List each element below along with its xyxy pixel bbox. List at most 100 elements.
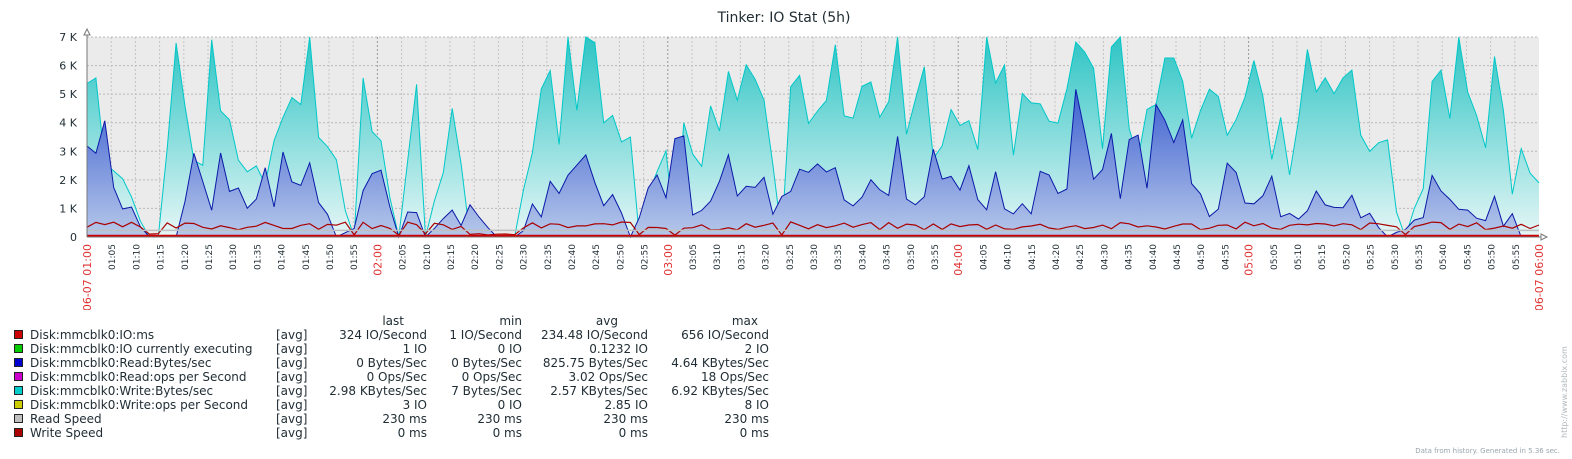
x-tick-label-edge: 06-07 06:00 (1533, 244, 1546, 310)
x-tick-label: 05:35 (1415, 244, 1425, 270)
legend-avg: 0.1232 IO (589, 342, 648, 356)
x-tick-label: 02:10 (423, 244, 433, 270)
x-tick-label: 02:20 (471, 244, 481, 270)
x-tick-label: 02:45 (592, 244, 602, 270)
x-tick-label: 05:55 (1512, 244, 1522, 270)
legend-max: 4.64 KBytes/Sec (671, 356, 769, 370)
x-tick-label: 04:30 (1100, 244, 1110, 270)
x-tick-label: 05:00 (1243, 244, 1256, 276)
legend-series-name: Disk:mmcblk0:Write:ops per Second (30, 398, 249, 412)
x-tick-label: 03:35 (834, 244, 844, 270)
legend-avg: 825.75 Bytes/Sec (542, 356, 648, 370)
x-tick-labels: 01:05 01:10 01:15 01:20 01:25 01:30 01:35 01:40… (81, 244, 1546, 310)
legend-min: 0 Bytes/Sec (451, 356, 522, 370)
legend-min: 7 Bytes/Sec (451, 384, 522, 398)
legend-series-fn: [avg] (276, 398, 308, 412)
x-tick-label: 03:25 (786, 244, 796, 270)
series-small (86, 221, 1540, 238)
x-tick-label: 05:25 (1367, 244, 1377, 270)
x-tick-label: 03:20 (762, 244, 772, 270)
legend-avg: 2.57 KBytes/Sec (550, 384, 648, 398)
y-tick-labels: 0 1 K 2 K 3 K 4 K 5 K 6 K 7 K (59, 31, 77, 244)
legend-max: 0 ms (739, 426, 769, 440)
legend-max: 230 ms (724, 412, 769, 426)
x-tick-label: 03:55 (931, 244, 941, 270)
legend-min: 0 ms (492, 426, 522, 440)
legend-series-fn: [avg] (276, 356, 308, 370)
read-bytes-area (87, 89, 1539, 237)
y-tick-label: 4 K (59, 117, 77, 130)
x-tick-label: 03:15 (737, 244, 747, 270)
legend-header-max: max (731, 314, 758, 328)
x-tick-label: 04:20 (1052, 244, 1062, 270)
legend-series-fn: [avg] (276, 426, 308, 440)
legend-swatch (14, 386, 23, 395)
legend-last: 324 IO/Second (339, 328, 427, 342)
legend-avg: 3.02 Ops/Sec (568, 370, 649, 384)
legend-min: 0 IO (497, 398, 522, 412)
legend-swatch (14, 372, 23, 381)
x-tick-label: 04:50 (1197, 244, 1207, 270)
y-tick-label: 3 K (59, 145, 77, 158)
legend-min: 0 IO (497, 342, 522, 356)
x-tick-label: 01:35 (253, 244, 263, 270)
x-tick-label: 01:40 (278, 244, 288, 270)
x-tick-label: 05:05 (1270, 244, 1280, 270)
x-tick-label: 04:40 (1149, 244, 1159, 270)
chart-title: Tinker: IO Stat (5h) (717, 10, 851, 26)
x-tick-label: 03:00 (662, 244, 675, 276)
x-tick-label: 01:45 (302, 244, 312, 270)
legend-series-name: Write Speed (30, 426, 104, 440)
x-tick-label: 01:30 (229, 244, 239, 270)
legend-header-last: last (382, 314, 404, 328)
x-tick-label: 01:55 (350, 244, 360, 270)
footer-note: Data from history. Generated in 5.36 sec… (1415, 447, 1560, 455)
x-tick-label: 05:50 (1488, 244, 1498, 270)
x-tick-label: 01:50 (326, 244, 336, 270)
legend-last: 2.98 KBytes/Sec (329, 384, 427, 398)
x-tick-label: 02:30 (520, 244, 530, 270)
x-tick-label: 02:50 (616, 244, 626, 270)
x-tick-label: 05:40 (1439, 244, 1449, 270)
y-tick-label: 0 (70, 231, 77, 244)
legend-header-avg: avg (595, 314, 618, 328)
write-bytes-line (86, 35, 1540, 239)
x-tick-label: 05:20 (1342, 244, 1352, 270)
legend-last: 230 ms (382, 412, 427, 426)
legend-avg: 0 ms (618, 426, 648, 440)
legend-avg: 2.85 IO (604, 398, 648, 412)
legend-series-fn: [avg] (276, 342, 308, 356)
legend-last: 3 IO (402, 398, 427, 412)
legend-series-name: Disk:mmcblk0:Write:Bytes/sec (30, 384, 214, 398)
x-tick-label: 01:05 (108, 244, 118, 270)
x-axis-arrow (1540, 233, 1549, 241)
x-tick-label: 03:40 (858, 244, 868, 270)
legend-last: 0 Ops/Sec (366, 370, 427, 384)
x-tick-label: 02:40 (568, 244, 578, 270)
x-tick-label: 03:10 (713, 244, 723, 270)
x-tick-label: 03:05 (689, 244, 699, 270)
legend-series-fn: [avg] (276, 412, 308, 426)
legend-series-name: Disk:mmcblk0:Read:ops per Second (30, 370, 247, 384)
legend-max: 8 IO (744, 398, 769, 412)
legend-avg: 230 ms (603, 412, 648, 426)
x-tick-label: 04:35 (1125, 244, 1135, 270)
x-tick-label: 02:00 (371, 244, 384, 276)
legend-series-name: Disk:mmcblk0:IO:ms (30, 328, 155, 342)
legend-max: 2 IO (744, 342, 769, 356)
legend-swatch (14, 358, 23, 367)
legend-min: 1 IO/Second (449, 328, 522, 342)
x-tick-label: 02:25 (495, 244, 505, 270)
x-tick-label: 01:20 (181, 244, 191, 270)
legend-swatch (14, 428, 23, 437)
x-tick-label: 04:25 (1076, 244, 1086, 270)
watermark: http://www.zabbix.com (1560, 346, 1569, 438)
x-tick-label: 02:15 (447, 244, 457, 270)
y-axis-arrow (83, 27, 91, 36)
legend-series-name: Read Speed (30, 412, 102, 426)
x-tick-label: 03:45 (883, 244, 893, 270)
legend-last: 0 Bytes/Sec (356, 356, 427, 370)
x-tick-label: 04:05 (979, 244, 989, 270)
legend-avg: 234.48 IO/Second (541, 328, 648, 342)
x-tick-label: 04:55 (1221, 244, 1231, 270)
